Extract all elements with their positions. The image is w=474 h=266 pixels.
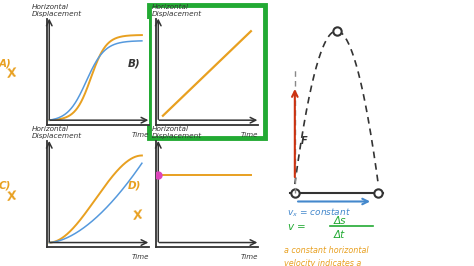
Text: Δt: Δt [334,230,346,240]
Text: Horizontal
Displacement: Horizontal Displacement [151,126,201,139]
Text: X: X [6,67,18,81]
Text: a constant horizontal
velocity indicates a
constant slope: a constant horizontal velocity indicates… [283,246,368,266]
Text: F: F [301,136,308,146]
Text: X: X [6,189,18,203]
Text: Δs: Δs [334,217,346,226]
Text: C): C) [0,181,11,191]
Text: B): B) [128,59,140,69]
Text: A): A) [0,59,11,69]
Text: Horizontal
Displacement: Horizontal Displacement [32,126,82,139]
Text: Time: Time [241,254,258,260]
Text: Horizontal
Displacement: Horizontal Displacement [151,4,201,17]
Text: $\mathit{v}$ =: $\mathit{v}$ = [287,222,308,232]
Text: X: X [132,208,144,223]
Text: Time: Time [132,132,149,138]
Text: Time: Time [241,132,258,138]
Text: $\mathit{v}_x$ = constant: $\mathit{v}_x$ = constant [287,207,351,219]
Text: Horizontal
Displacement: Horizontal Displacement [32,4,82,17]
Text: Time: Time [132,254,149,260]
Text: D): D) [128,181,141,191]
